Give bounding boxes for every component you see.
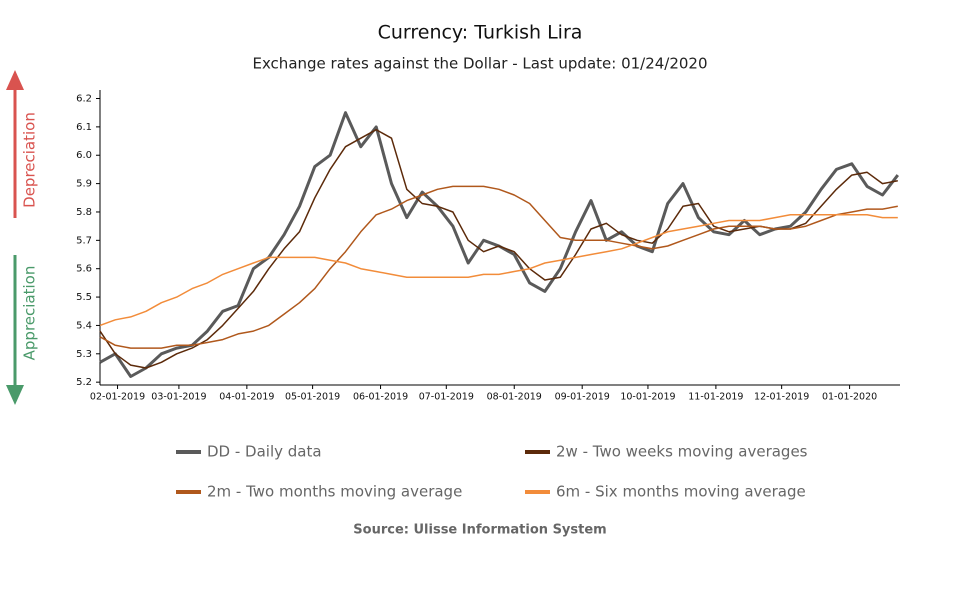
x-tick-label: 08-01-2019 <box>487 392 542 403</box>
x-tick-label: 01-01-2020 <box>822 392 877 403</box>
y-tick-label: 5.8 <box>76 207 92 218</box>
y-tick-label: 5.6 <box>76 264 92 275</box>
legend-label: 6m - Six months moving average <box>556 483 806 501</box>
x-tick-label: 07-01-2019 <box>419 392 474 403</box>
y-tick-label: 5.5 <box>76 292 92 303</box>
x-tick-label: 09-01-2019 <box>555 392 610 403</box>
y-tick-label: 5.2 <box>76 377 92 388</box>
series-line <box>99 128 898 369</box>
appreciation-arrow-head <box>6 385 24 405</box>
y-tick-label: 6.0 <box>76 150 92 161</box>
x-tick-label: 02-01-2019 <box>90 392 145 403</box>
x-tick-label: 10-01-2019 <box>620 392 675 403</box>
y-tick-label: 6.1 <box>76 122 92 133</box>
depreciation-label: Depreciation <box>21 112 39 208</box>
x-tick-label: 06-01-2019 <box>353 392 408 403</box>
x-tick-label: 03-01-2019 <box>151 392 206 403</box>
y-tick-label: 5.4 <box>76 320 92 331</box>
y-tick-label: 6.2 <box>76 94 92 105</box>
chart-subtitle: Exchange rates against the Dollar - Last… <box>252 55 707 73</box>
y-tick-label: 5.3 <box>76 349 92 360</box>
y-tick-label: 5.9 <box>76 179 92 190</box>
legend-label: DD - Daily data <box>207 443 322 461</box>
x-tick-label: 12-01-2019 <box>754 392 809 403</box>
depreciation-arrow-head <box>6 70 24 90</box>
chart-title: Currency: Turkish Lira <box>378 22 583 44</box>
x-tick-label: 04-01-2019 <box>219 392 274 403</box>
x-tick-label: 05-01-2019 <box>285 392 340 403</box>
series-line <box>99 185 898 349</box>
x-tick-label: 11-01-2019 <box>688 392 743 403</box>
appreciation-label: Appreciation <box>21 266 39 361</box>
source: Source: Ulisse Information System <box>353 523 606 538</box>
y-tick-label: 5.7 <box>76 235 92 246</box>
legend-label: 2m - Two months moving average <box>207 483 462 501</box>
series-line <box>99 214 898 327</box>
series-line <box>99 111 899 378</box>
legend-label: 2w - Two weeks moving averages <box>556 443 808 461</box>
